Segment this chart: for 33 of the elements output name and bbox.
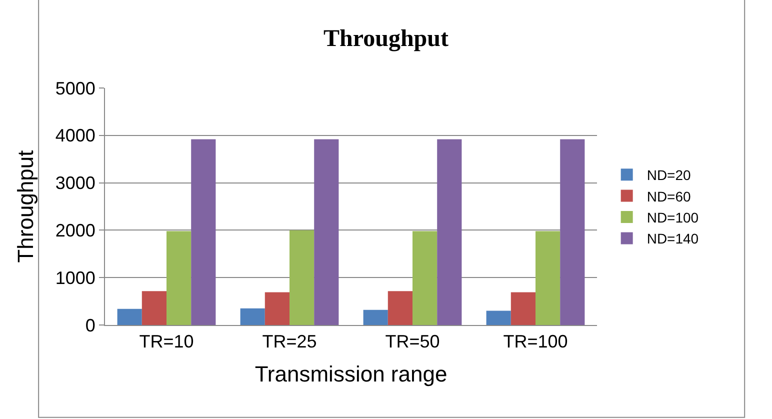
bar (388, 291, 412, 325)
x-tick-label: TR=10 (139, 332, 194, 352)
bar (142, 291, 166, 325)
y-tick-label: 4000 (55, 126, 96, 146)
bar (290, 230, 314, 325)
bar (240, 308, 265, 325)
bar (412, 231, 438, 325)
y-tick-label: 0 (85, 315, 96, 336)
y-tick-label: 2000 (55, 220, 96, 240)
bar (264, 292, 290, 325)
y-tick-label: 3000 (55, 173, 96, 194)
y-tick-label: 1000 (55, 268, 96, 288)
legend-label: ND=60 (646, 188, 692, 204)
bar (117, 308, 142, 325)
bar (191, 139, 216, 325)
x-tick-label: TR=25 (262, 332, 317, 352)
y-axis-title: Throughput (13, 150, 38, 263)
bar (314, 139, 339, 325)
legend-label: ND=20 (646, 167, 692, 184)
chart-title: Throughput (324, 26, 448, 52)
x-tick-label: TR=50 (385, 332, 440, 352)
bar (363, 310, 388, 325)
legend-label: ND=140 (646, 230, 699, 247)
bar (486, 310, 511, 325)
x-axis-title: Transmission range (254, 362, 448, 386)
legend-label: ND=100 (646, 209, 699, 226)
bar (437, 139, 462, 325)
bar (560, 139, 585, 325)
bar (166, 231, 192, 325)
bar (510, 292, 536, 325)
y-tick-label: 5000 (55, 78, 96, 98)
bar (536, 231, 560, 325)
x-tick-label: TR=100 (503, 332, 568, 352)
